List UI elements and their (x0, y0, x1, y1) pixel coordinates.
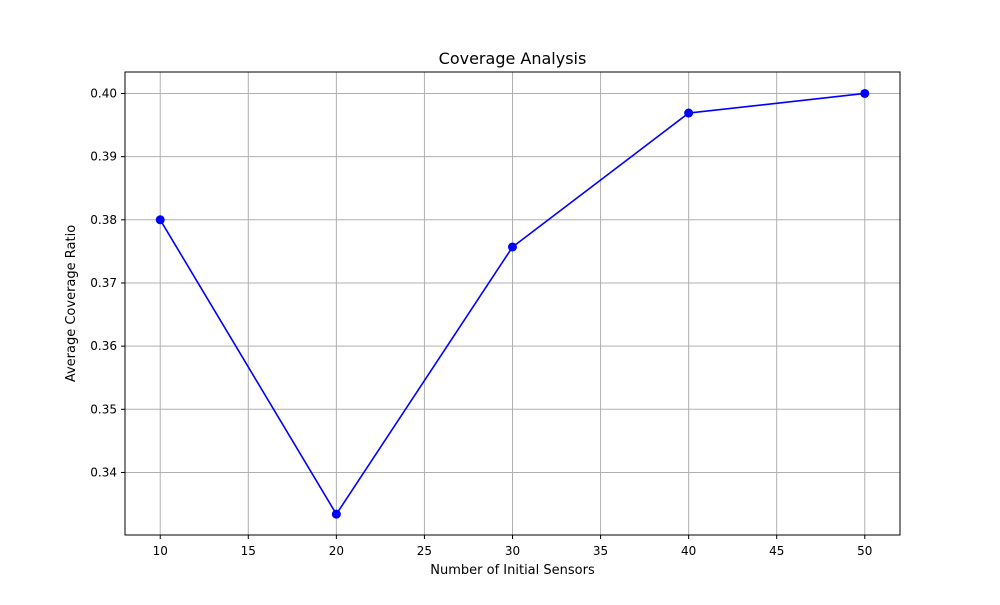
x-tick-label: 25 (417, 544, 432, 558)
data-point (331, 509, 341, 519)
series-group (155, 88, 870, 519)
x-tick-label: 35 (593, 544, 608, 558)
x-tick-label: 30 (505, 544, 520, 558)
data-point (508, 242, 517, 252)
data-point (155, 215, 165, 225)
data-point (684, 108, 694, 118)
x-tick-label: 50 (857, 544, 872, 558)
y-tick-label: 0.35 (90, 402, 117, 416)
x-tick-label: 45 (769, 544, 784, 558)
y-tick-label: 0.37 (90, 276, 117, 290)
data-point (860, 88, 870, 98)
x-tick-label: 10 (153, 544, 168, 558)
x-tick-label: 20 (329, 544, 344, 558)
x-axis-label: Number of Initial Sensors (430, 563, 595, 578)
x-tick-label: 40 (681, 544, 696, 558)
y-tick-label: 0.36 (90, 339, 117, 353)
y-axis-label: Average Coverage Ratio (64, 225, 79, 382)
y-tick-label: 0.40 (90, 86, 117, 100)
y-tick-label: 0.38 (90, 213, 117, 227)
chart-title: Coverage Analysis (439, 49, 587, 68)
axis-ticks: 10 15 20 25 30 35 40 45 50 0.34 0.35 0.36 0.37 0.38 0.… (90, 86, 872, 558)
y-tick-label: 0.34 (90, 465, 117, 479)
grid-lines (125, 72, 900, 535)
y-tick-label: 0.39 (90, 150, 117, 164)
x-tick-label: 15 (241, 544, 256, 558)
